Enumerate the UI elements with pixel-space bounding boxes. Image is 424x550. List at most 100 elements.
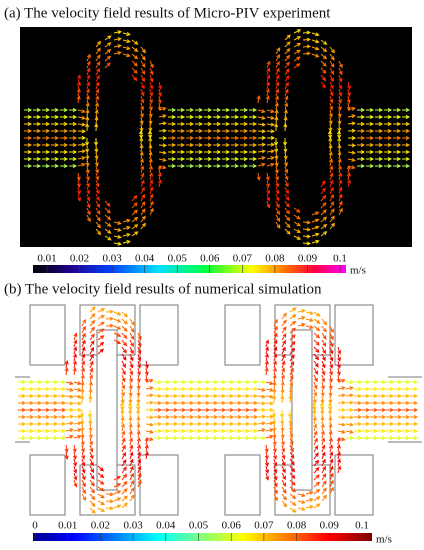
- vector-arrow: [289, 320, 297, 327]
- vector-arrow: [272, 444, 277, 453]
- vector-arrow: [26, 400, 35, 406]
- vector-arrow: [386, 435, 395, 441]
- vector-arrow: [345, 429, 354, 434]
- vector-arrow: [329, 353, 334, 362]
- vector-arrow: [337, 109, 342, 118]
- vector-arrow: [65, 381, 74, 386]
- vector-arrow: [168, 128, 177, 134]
- vector-arrow: [149, 172, 154, 181]
- vector-arrow: [131, 39, 139, 45]
- vector-arrow: [313, 430, 318, 439]
- vector-arrow: [313, 311, 321, 317]
- vector-arrow: [284, 34, 291, 41]
- vector-arrow: [77, 156, 86, 161]
- vector-arrow: [234, 393, 243, 399]
- vector-arrow: [293, 43, 302, 48]
- vector-arrow: [33, 142, 42, 148]
- vector-arrow: [337, 458, 342, 467]
- colorbar-unit: m/s: [350, 265, 366, 277]
- vector-arrow: [81, 451, 86, 460]
- vector-arrow: [375, 135, 384, 141]
- vector-arrow: [402, 428, 411, 434]
- vector-arrow: [311, 211, 320, 216]
- vector-arrow: [337, 422, 346, 427]
- vector-arrow: [346, 165, 351, 174]
- vector-arrow: [402, 379, 411, 385]
- vector-arrow: [226, 379, 235, 385]
- vector-arrow: [320, 74, 327, 82]
- vector-arrow: [158, 157, 167, 162]
- vector-arrow: [393, 163, 402, 169]
- vector-arrow: [154, 400, 163, 406]
- vector-arrow: [311, 46, 320, 51]
- vector-arrow: [284, 165, 289, 174]
- vector-arrow: [105, 492, 115, 497]
- vector-arrow: [76, 95, 81, 104]
- vector-arrow: [328, 430, 333, 439]
- vector-arrow: [170, 435, 179, 441]
- vector-arrow: [354, 400, 363, 406]
- vector-arrow: [329, 208, 335, 216]
- vector-arrow: [357, 135, 366, 141]
- vector-arrow: [65, 387, 74, 392]
- vector-arrow: [177, 156, 186, 162]
- panel-title: (b) The velocity field results of numeri…: [4, 281, 322, 297]
- vector-arrow: [149, 74, 154, 83]
- vector-arrow: [34, 407, 43, 413]
- vector-arrow: [354, 379, 363, 385]
- vector-arrow: [280, 381, 285, 390]
- vector-arrow: [338, 193, 343, 202]
- vector-arrow: [140, 102, 145, 111]
- vector-arrow: [393, 135, 402, 141]
- vector-arrow: [250, 393, 259, 399]
- vector-arrow: [85, 102, 90, 111]
- vector-arrow: [194, 435, 203, 441]
- vector-arrow: [328, 144, 333, 153]
- vector-arrow: [73, 353, 78, 362]
- vector-arrow: [140, 95, 145, 104]
- vector-arrow: [113, 325, 122, 330]
- channel-wall: [29, 454, 66, 516]
- vector-arrow: [33, 149, 42, 155]
- vector-arrow: [213, 163, 222, 169]
- vector-arrow: [204, 163, 213, 169]
- vector-arrow: [329, 60, 335, 68]
- vector-arrow: [194, 428, 203, 434]
- vector-arrow: [293, 63, 301, 69]
- vector-arrow: [284, 61, 290, 69]
- vector-arrow: [33, 135, 42, 141]
- vector-arrow: [402, 142, 411, 148]
- vector-arrow: [140, 158, 145, 167]
- vector-arrow: [265, 381, 274, 386]
- vector-arrow: [313, 481, 320, 488]
- vector-arrow: [250, 421, 259, 427]
- vector-arrow: [105, 323, 115, 328]
- vector-arrow: [89, 306, 96, 313]
- vector-arrow: [378, 407, 387, 413]
- vector-arrow: [202, 379, 211, 385]
- vector-arrow: [329, 360, 334, 369]
- vector-arrow: [281, 339, 286, 348]
- vector-arrow: [242, 428, 251, 434]
- vector-arrow: [231, 163, 240, 169]
- colorbar-tick-label: 0.03: [102, 253, 122, 265]
- vector-arrow: [320, 408, 325, 418]
- vector-arrow: [121, 325, 128, 332]
- vector-arrow: [378, 379, 387, 385]
- vector-arrow: [329, 81, 334, 90]
- vector-arrow: [273, 493, 278, 502]
- vector-arrow: [329, 53, 335, 61]
- vector-arrow: [410, 435, 419, 441]
- vector-arrow: [256, 172, 261, 181]
- vector-arrow: [113, 311, 122, 316]
- vector-arrow: [234, 421, 243, 427]
- colorbar-tick-label: 0.06: [200, 253, 220, 265]
- vector-arrow: [33, 156, 42, 162]
- vector-arrow: [249, 128, 258, 134]
- vector-arrow: [266, 81, 271, 90]
- vector-arrow: [329, 479, 334, 488]
- vector-arrow: [328, 423, 333, 432]
- vector-arrow: [320, 187, 326, 195]
- vector-arrow: [122, 46, 131, 51]
- vector-arrow: [289, 500, 297, 506]
